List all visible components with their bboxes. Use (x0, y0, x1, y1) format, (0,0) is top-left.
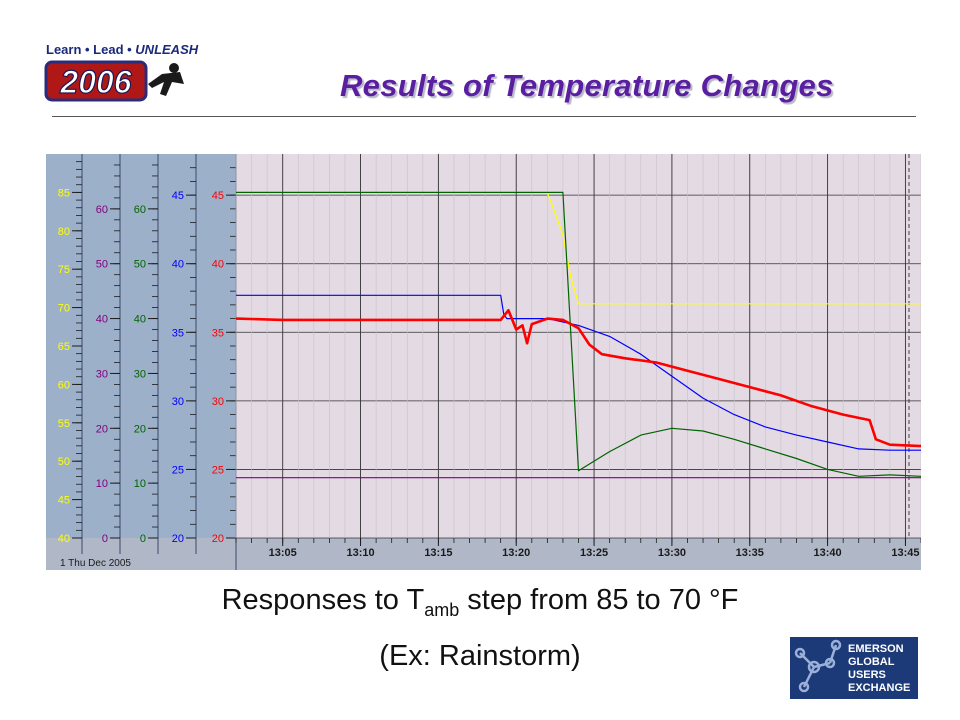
y-tick-label: 45 (58, 495, 70, 507)
runner-icon (148, 63, 184, 96)
y-tick-label: 0 (102, 533, 108, 545)
date-panel (46, 538, 236, 570)
caption-subscript: amb (424, 599, 460, 620)
y-tick-label: 30 (96, 368, 108, 380)
y-tick-label: 25 (172, 464, 184, 476)
y-tick-label: 45 (172, 190, 184, 202)
egue-logo-line: GLOBAL (848, 656, 895, 668)
conference-logo: 2006 (44, 60, 184, 102)
caption-rest-text: step from 85 to 70 °F (459, 584, 739, 616)
x-tick-label: 13:10 (346, 547, 374, 559)
x-tick-label: 13:30 (658, 547, 686, 559)
y-tick-label: 30 (172, 396, 184, 408)
tagline-prefix: Learn • Lead • (46, 42, 136, 57)
x-tick-label: 13:05 (269, 547, 297, 559)
caption-example: (Ex: Rainstorm) (379, 640, 581, 672)
x-tick-label: 13:25 (580, 547, 608, 559)
series-line (236, 294, 921, 451)
y-tick-label: 0 (140, 533, 146, 545)
y-tick-label: 45 (212, 190, 224, 202)
y-tick-label: 50 (96, 259, 108, 271)
tagline-emphasis: UNLEASH (135, 42, 199, 57)
y-tick-label: 40 (96, 314, 108, 326)
y-tick-label: 40 (134, 314, 146, 326)
title-divider (52, 116, 916, 117)
axes-panel (46, 154, 236, 570)
y-tick-label: 10 (96, 478, 108, 490)
y-tick-label: 65 (58, 341, 70, 353)
series-line (235, 309, 921, 448)
y-tick-label: 75 (58, 264, 70, 276)
caption-main: Responses to Tamb step from 85 to 70 °F (0, 584, 960, 621)
molecule-icon (794, 639, 842, 693)
egue-logo-line: EMERSON (848, 643, 904, 655)
trend-chart: 40 45 50 55 60 65 70 75 80 85 0 10 20 30 40 50 60 0 10 20 30… (46, 154, 921, 570)
y-tick-label: 20 (212, 533, 224, 545)
y-tick-label: 30 (212, 396, 224, 408)
x-tick-label: 13:35 (736, 547, 764, 559)
y-tick-label: 40 (58, 533, 70, 545)
slide-title: Results of Temperature Changes (340, 68, 834, 103)
y-tick-label: 40 (212, 259, 224, 271)
series-line (236, 191, 921, 477)
y-tick-label: 30 (134, 368, 146, 380)
y-tick-label: 20 (134, 423, 146, 435)
logo-year-text: 2006 (59, 64, 131, 100)
time-axis-panel (236, 538, 921, 570)
y-tick-label: 60 (96, 204, 108, 216)
y-tick-label: 10 (134, 478, 146, 490)
y-tick-label: 25 (212, 464, 224, 476)
y-tick-label: 50 (58, 456, 70, 468)
y-tick-label: 20 (172, 533, 184, 545)
conference-tagline: Learn • Lead • UNLEASH (46, 42, 198, 57)
y-tick-label: 55 (58, 418, 70, 430)
x-tick-label: 13:40 (814, 547, 842, 559)
egue-logo-line: USERS (848, 669, 886, 681)
y-tick-label: 70 (58, 303, 70, 315)
y-tick-label: 40 (172, 259, 184, 271)
date-label: 1 Thu Dec 2005 (60, 558, 131, 569)
y-tick-label: 50 (134, 259, 146, 271)
y-tick-label: 35 (212, 327, 224, 339)
egue-logo-line: EXCHANGE (848, 682, 910, 694)
y-tick-label: 60 (134, 204, 146, 216)
y-tick-label: 20 (96, 423, 108, 435)
y-tick-label: 35 (172, 327, 184, 339)
y-tick-label: 85 (58, 187, 70, 199)
x-tick-label: 13:15 (424, 547, 452, 559)
x-tick-label: 13:45 (891, 547, 919, 559)
y-tick-label: 80 (58, 226, 70, 238)
x-tick-label: 13:20 (502, 547, 530, 559)
caption-main-text: Responses to T (221, 584, 425, 616)
y-tick-label: 60 (58, 379, 70, 391)
